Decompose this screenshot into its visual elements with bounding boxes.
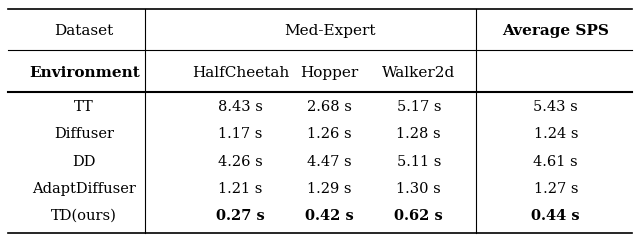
Text: 5.11 s: 5.11 s [397,155,441,168]
Text: Dataset: Dataset [54,24,114,38]
Text: 2.68 s: 2.68 s [307,100,352,114]
Text: 4.47 s: 4.47 s [307,155,352,168]
Text: 1.29 s: 1.29 s [307,182,352,196]
Text: 0.42 s: 0.42 s [305,209,354,223]
Text: AdaptDiffuser: AdaptDiffuser [32,182,136,196]
Text: Walker2d: Walker2d [382,66,456,79]
Text: 5.43 s: 5.43 s [533,100,578,114]
Text: 1.17 s: 1.17 s [218,127,262,141]
Text: DD: DD [72,155,96,168]
Text: 4.61 s: 4.61 s [534,155,578,168]
Text: 1.27 s: 1.27 s [534,182,578,196]
Text: TD(ours): TD(ours) [51,209,117,223]
Text: Average SPS: Average SPS [502,24,609,38]
Text: Med-Expert: Med-Expert [284,24,375,38]
Text: 1.28 s: 1.28 s [396,127,441,141]
Text: 8.43 s: 8.43 s [218,100,263,114]
Text: 1.24 s: 1.24 s [534,127,578,141]
Text: 5.17 s: 5.17 s [397,100,441,114]
Text: 1.21 s: 1.21 s [218,182,262,196]
Text: 0.62 s: 0.62 s [394,209,443,223]
Text: Environment: Environment [29,66,140,79]
Text: 4.26 s: 4.26 s [218,155,263,168]
Text: 0.44 s: 0.44 s [531,209,580,223]
Text: 1.30 s: 1.30 s [396,182,441,196]
Text: 1.26 s: 1.26 s [307,127,352,141]
Text: 0.27 s: 0.27 s [216,209,265,223]
Text: Hopper: Hopper [300,66,358,79]
Text: TT: TT [74,100,94,114]
Text: HalfCheetah: HalfCheetah [192,66,289,79]
Text: Diffuser: Diffuser [54,127,114,141]
